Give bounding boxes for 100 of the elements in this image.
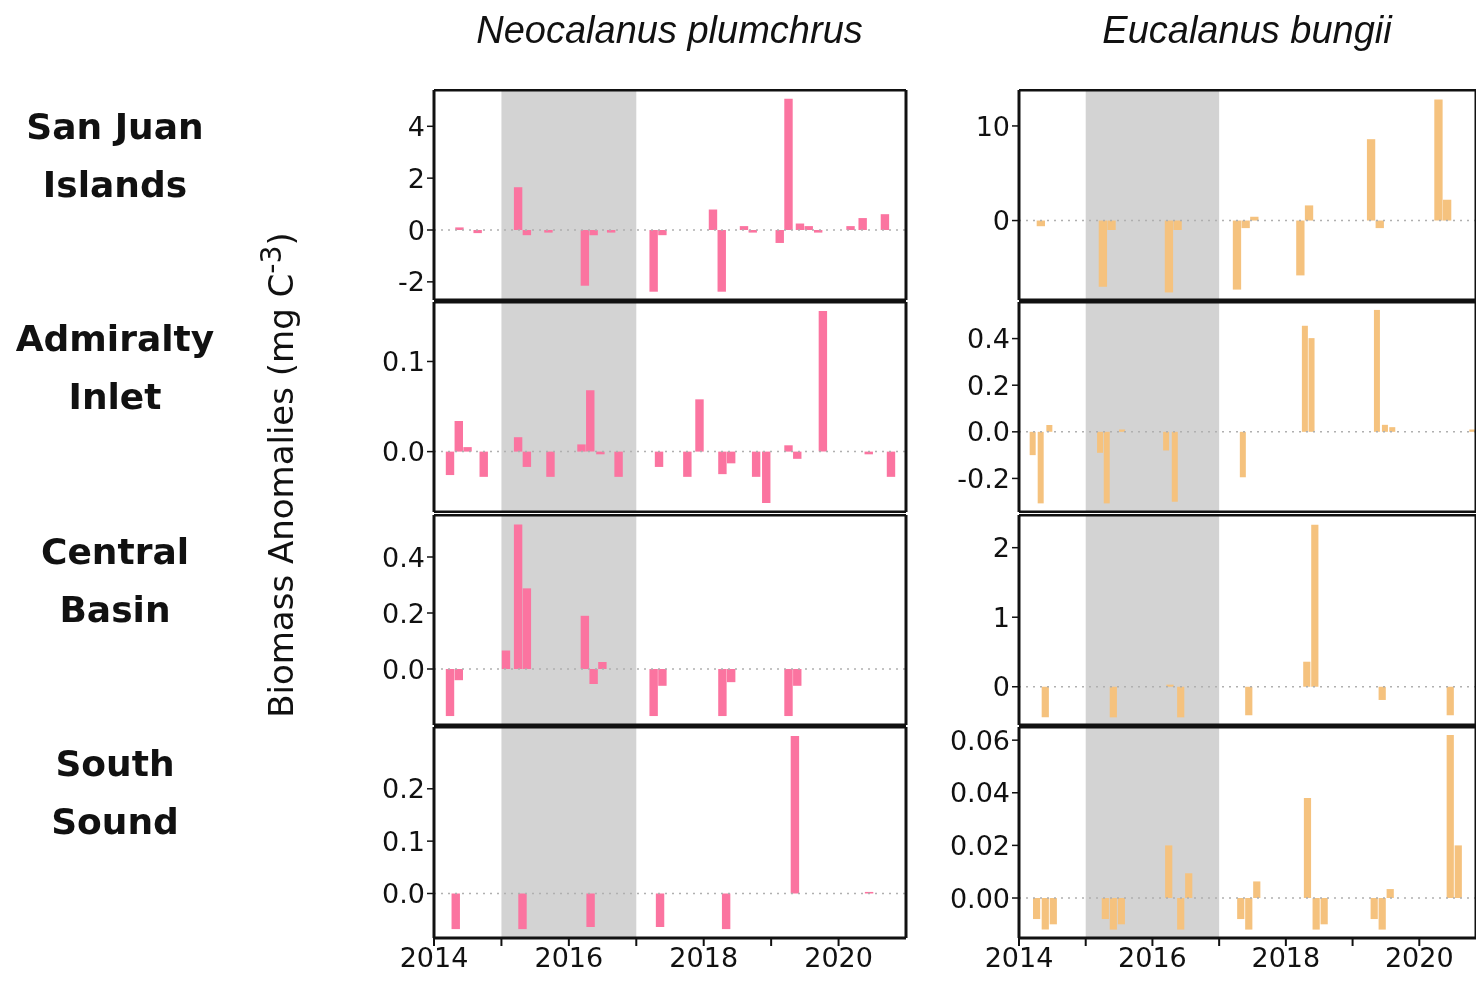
bar [1185,873,1193,899]
y-tick-label: 0.0 [382,878,425,910]
bar [586,893,595,928]
bar [589,669,598,685]
y-tick-label: -0.2 [957,463,1010,495]
text: Admiralty Inlet [14,317,216,419]
bar [880,214,890,230]
y-tick-label: 2 [407,162,425,194]
bar [1304,205,1314,221]
bar [858,218,867,230]
x-tick-label: 2016 [1118,942,1187,974]
y-tick-label: 0.02 [949,829,1010,861]
bar [544,230,553,233]
chart-title: Eucalanus bungii [1101,9,1394,52]
y-tick-label: 0.0 [967,416,1010,448]
bar [1171,431,1178,502]
bar [1165,845,1173,899]
y-tick-label: 0.2 [967,369,1010,401]
chart-title: Neocalanus plumchrus [475,9,864,52]
bar [1119,429,1126,432]
bar [1253,881,1261,899]
bar [614,451,623,477]
bar [784,445,793,452]
bar [1163,431,1170,451]
bar [606,230,616,233]
bar [1469,429,1476,432]
bar [739,226,749,230]
bar [708,209,718,230]
y-tick-label: 0.06 [949,724,1010,756]
bar [775,230,784,243]
y-tick-label: 4 [407,110,425,142]
bar [580,615,590,669]
bar [1041,686,1049,718]
text: Central Basin [39,530,191,632]
text: San Juan Islands [25,105,205,207]
y-tick-label: 10 [975,110,1010,142]
y-tick-label: 0.4 [382,541,425,573]
bar [445,451,455,476]
bar [479,451,488,477]
bar [1303,798,1312,899]
bar [784,98,793,230]
bar [655,893,665,928]
text: South Sound [50,742,180,844]
bar [501,650,511,669]
bar [546,451,555,477]
x-tick-label: 2014 [984,942,1054,974]
bar [473,230,482,234]
x-tick-label: 2020 [804,942,873,974]
x-tick-label: 2016 [534,942,604,974]
y-tick-label: 0.1 [382,346,425,378]
y-tick-label: 0 [992,671,1010,703]
bar [1245,686,1253,716]
y-tick-label: -2 [398,266,425,298]
bar [886,451,896,477]
y-tick-label: 0.0 [382,436,425,468]
y-tick-label: 0 [992,205,1010,237]
bar [1378,686,1386,700]
bar [846,226,855,230]
bar [451,893,460,930]
bar [1386,889,1394,899]
y-tick-label: 0.2 [382,773,425,805]
bar [1037,431,1044,504]
bar [751,451,761,477]
bar [1446,686,1454,716]
bar [513,187,523,230]
bar [793,451,802,459]
bar [1177,686,1185,718]
y-tick-label: 0.4 [967,323,1010,355]
x-tick-label: 2018 [669,942,739,974]
bar [518,893,527,930]
x-tick-label: 2018 [1251,942,1321,974]
x-tick-label: 2020 [1384,942,1454,974]
bar [654,451,664,467]
bar [818,311,828,452]
y-tick-label: 0.1 [382,825,425,857]
bar [790,735,800,894]
bar [683,451,692,477]
bar [1239,431,1246,478]
y-tick-label: 0.2 [382,597,425,629]
y-tick-label: 0 [407,214,425,246]
y-tick-label: 0.04 [949,777,1010,809]
bar [1366,139,1376,221]
bar [1109,686,1117,718]
bar [1296,220,1305,276]
bar [1033,898,1041,920]
bar [598,662,607,669]
bar [721,893,731,930]
bar [522,451,532,467]
bar [762,451,771,503]
bar [1046,425,1053,432]
y-tick-label: 0.0 [382,653,425,685]
bar [695,399,704,452]
bar [1373,309,1380,432]
bar [513,437,523,452]
bar [717,230,726,292]
y-tick-label: 0.00 [949,882,1010,914]
bar [1029,431,1036,456]
y-tick-label: 2 [992,532,1010,564]
x-tick-label: 2014 [399,942,469,974]
bar [1177,898,1185,930]
